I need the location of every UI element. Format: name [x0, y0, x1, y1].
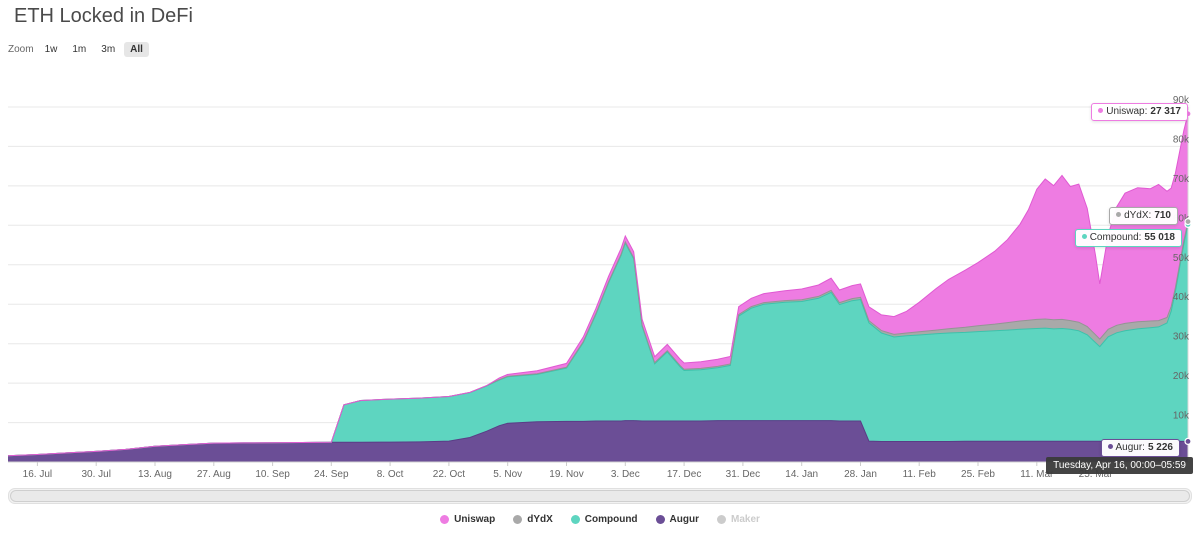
x-axis-labels: 16. Jul 30. Jul 13. Aug 27. Aug 10. Sep 24. S… — [23, 469, 1114, 480]
zoom-button-1w[interactable]: 1w — [39, 42, 64, 57]
svg-text:40k: 40k — [1173, 292, 1190, 303]
area-augur[interactable] — [8, 420, 1188, 462]
grid-lines — [8, 106, 1188, 424]
svg-text:25. Feb: 25. Feb — [961, 469, 995, 480]
legend-item-compound[interactable]: Compound — [570, 514, 638, 525]
page-title: ETH Locked in DeFi — [14, 5, 193, 27]
svg-text:16. Jul: 16. Jul — [23, 469, 52, 480]
zoom-controls: Zoom 1w 1m 3m All — [8, 42, 149, 57]
chart-area[interactable]: 16. Jul 30. Jul 13. Aug 27. Aug 10. Sep 24. S… — [0, 72, 1200, 484]
legend-item-augur[interactable]: Augur — [655, 514, 699, 525]
svg-text:19. Nov: 19. Nov — [549, 469, 583, 480]
augur-legend-icon — [655, 515, 665, 524]
tooltip-series-name: Augur: — [1115, 442, 1145, 453]
dydx-legend-icon — [513, 515, 523, 524]
svg-text:17. Dec: 17. Dec — [667, 469, 701, 480]
svg-text:10. Sep: 10. Sep — [255, 469, 290, 480]
legend-item-uniswap[interactable]: Uniswap — [440, 514, 495, 525]
navigator-thumb[interactable] — [10, 490, 1190, 502]
chart-canvas[interactable]: 16. Jul 30. Jul 13. Aug 27. Aug 10. Sep 24. S… — [0, 72, 1200, 484]
tooltip-series-name: dYdX: — [1124, 210, 1152, 221]
y-axis-labels: 10k 20k 30k 40k 50k 60k 70k 80k 90k — [1173, 95, 1190, 422]
svg-text:30. Jul: 30. Jul — [81, 469, 110, 480]
zoom-button-1m[interactable]: 1m — [66, 42, 92, 57]
svg-text:5. Nov: 5. Nov — [493, 469, 522, 480]
tooltip-augur: Augur: 5 226 — [1100, 439, 1180, 457]
svg-text:28. Jan: 28. Jan — [844, 469, 877, 480]
navigator-scrollbar[interactable] — [8, 488, 1192, 504]
tooltip-series-name: Uniswap: — [1106, 106, 1148, 117]
legend-label: Uniswap — [454, 514, 496, 525]
svg-text:10k: 10k — [1173, 411, 1190, 422]
augur-marker-icon — [1107, 444, 1113, 449]
svg-text:11. Mar: 11. Mar — [1020, 469, 1054, 480]
svg-text:20k: 20k — [1173, 371, 1190, 382]
tooltip-date: Tuesday, Apr 16, 00:00–05:59 — [1046, 457, 1193, 474]
uniswap-marker-icon — [1098, 108, 1104, 113]
svg-text:8. Oct: 8. Oct — [377, 469, 404, 480]
compound-legend-icon — [570, 515, 580, 524]
svg-text:70k: 70k — [1173, 174, 1190, 185]
area-uniswap[interactable] — [8, 113, 1188, 456]
tooltip-series-value: 5 226 — [1147, 442, 1173, 453]
tooltip-series-value: 55 018 — [1144, 232, 1175, 243]
svg-text:25. Mar: 25. Mar — [1079, 469, 1114, 480]
svg-text:3. Dec: 3. Dec — [611, 469, 640, 480]
legend-label: Augur — [669, 514, 699, 525]
svg-text:31. Dec: 31. Dec — [726, 469, 760, 480]
tooltip-series-value: 710 — [1154, 210, 1171, 221]
tooltip-dydx: dYdX: 710 — [1109, 207, 1178, 225]
tooltip-compound: Compound: 55 018 — [1074, 229, 1182, 247]
tooltip-series-value: 27 317 — [1150, 106, 1181, 117]
maker-legend-icon — [717, 515, 726, 524]
zoom-button-all[interactable]: All — [124, 42, 149, 57]
legend: Uniswap dYdX Compound Augur Maker — [0, 514, 1200, 525]
top-line-augur — [7, 420, 1188, 457]
legend-label: Maker — [731, 514, 760, 525]
svg-text:22. Oct: 22. Oct — [433, 469, 465, 480]
dydx-marker-icon — [1116, 212, 1122, 217]
svg-text:13. Aug: 13. Aug — [138, 469, 172, 480]
x-axis — [8, 461, 1188, 466]
svg-text:14. Jan: 14. Jan — [785, 469, 818, 480]
tooltip-series-name: Compound: — [1089, 232, 1142, 243]
svg-text:60k: 60k — [1173, 213, 1190, 224]
svg-text:30k: 30k — [1173, 332, 1190, 343]
svg-text:90k: 90k — [1173, 95, 1190, 106]
uniswap-legend-icon — [440, 515, 450, 524]
legend-item-maker[interactable]: Maker — [717, 514, 760, 525]
legend-item-dydx[interactable]: dYdX — [513, 514, 553, 525]
svg-text:50k: 50k — [1173, 253, 1190, 264]
svg-text:11. Feb: 11. Feb — [903, 469, 937, 480]
svg-text:24. Sep: 24. Sep — [314, 469, 349, 480]
legend-label: Compound — [584, 514, 638, 525]
tooltip-uniswap: Uniswap: 27 317 — [1091, 103, 1188, 121]
zoom-button-3m[interactable]: 3m — [95, 42, 121, 57]
area-series[interactable] — [7, 113, 1189, 462]
compound-marker-icon — [1081, 234, 1087, 239]
legend-label: dYdX — [527, 514, 553, 525]
area-compound[interactable] — [8, 224, 1188, 456]
svg-text:80k: 80k — [1173, 134, 1190, 145]
zoom-label: Zoom — [8, 44, 34, 55]
svg-text:27. Aug: 27. Aug — [197, 469, 231, 480]
